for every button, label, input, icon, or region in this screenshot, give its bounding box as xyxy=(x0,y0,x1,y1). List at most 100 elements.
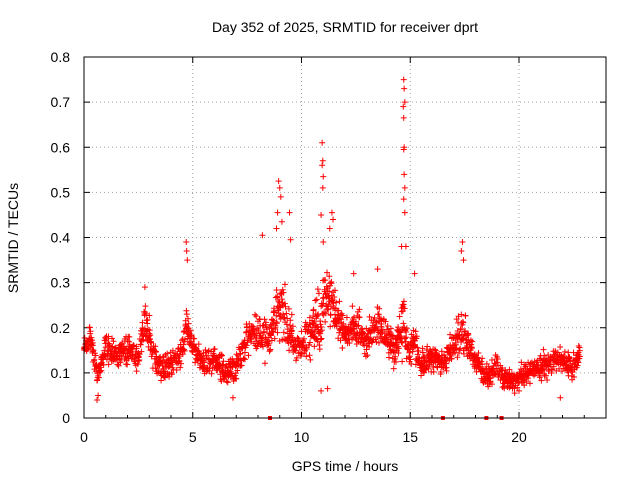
data-point xyxy=(126,333,133,340)
data-point xyxy=(90,347,97,354)
data-point xyxy=(111,345,118,352)
data-point xyxy=(400,76,407,83)
data-point xyxy=(324,385,331,392)
data-point xyxy=(339,345,346,352)
data-point xyxy=(143,310,150,317)
data-point xyxy=(253,313,260,320)
data-point xyxy=(271,309,278,316)
data-point xyxy=(317,321,324,328)
data-point xyxy=(314,312,321,319)
data-point xyxy=(395,345,402,352)
y-tick-label: 0.1 xyxy=(51,365,71,381)
data-point xyxy=(280,329,287,336)
data-point xyxy=(262,319,269,326)
data-point xyxy=(516,387,522,394)
data-point xyxy=(359,326,366,333)
data-point xyxy=(289,323,296,330)
data-point xyxy=(92,352,99,359)
data-point xyxy=(288,311,295,318)
data-point xyxy=(403,334,410,341)
data-point xyxy=(285,305,292,312)
data-point xyxy=(81,334,88,341)
data-point xyxy=(460,319,467,326)
data-point xyxy=(203,352,210,359)
data-point xyxy=(281,300,288,307)
data-point xyxy=(400,196,407,203)
data-point xyxy=(152,343,159,350)
data-point xyxy=(521,382,528,389)
data-point xyxy=(315,290,322,297)
data-point xyxy=(311,343,318,350)
x-axis-label: GPS time / hours xyxy=(292,458,399,474)
data-point xyxy=(403,325,410,332)
data-point xyxy=(86,324,93,331)
data-point xyxy=(359,329,366,336)
data-point xyxy=(223,362,230,369)
data-point xyxy=(401,85,408,92)
data-point xyxy=(399,339,406,346)
data-point xyxy=(159,362,166,369)
data-point xyxy=(94,396,101,403)
data-point xyxy=(446,349,453,356)
data-point xyxy=(147,332,154,339)
data-point xyxy=(362,353,369,360)
y-tick-label: 0.5 xyxy=(51,184,71,200)
data-point xyxy=(403,329,410,336)
data-point xyxy=(401,209,408,216)
data-point xyxy=(468,341,475,348)
data-point xyxy=(538,377,545,384)
data-point xyxy=(208,370,215,377)
data-point xyxy=(124,361,131,368)
data-point xyxy=(352,318,359,325)
data-point xyxy=(458,311,465,318)
data-point xyxy=(91,357,98,364)
data-point xyxy=(202,349,209,356)
data-point xyxy=(318,387,325,394)
data-point xyxy=(146,312,153,319)
data-point xyxy=(191,335,198,342)
data-point xyxy=(276,184,283,191)
data-point xyxy=(130,342,137,349)
data-point xyxy=(277,193,284,200)
data-point xyxy=(311,327,318,334)
data-point xyxy=(147,338,154,345)
data-point xyxy=(575,359,582,366)
data-point xyxy=(316,329,323,336)
data-point xyxy=(328,209,335,216)
data-point xyxy=(281,281,288,288)
data-point xyxy=(248,336,255,343)
data-point xyxy=(366,343,373,350)
data-point xyxy=(327,323,334,330)
data-point xyxy=(98,367,105,374)
data-point xyxy=(414,344,421,351)
data-point xyxy=(274,293,281,300)
data-point xyxy=(258,335,265,342)
data-point xyxy=(218,352,225,359)
data-point xyxy=(504,369,511,376)
data-point xyxy=(331,287,338,294)
data-point xyxy=(336,298,343,305)
data-point xyxy=(109,335,116,342)
data-point xyxy=(87,328,94,335)
data-point xyxy=(523,378,530,385)
data-point xyxy=(406,353,413,360)
data-point xyxy=(314,286,321,293)
data-point xyxy=(460,257,467,264)
data-point xyxy=(322,318,329,325)
data-point xyxy=(333,299,340,306)
data-point xyxy=(313,296,320,303)
data-point xyxy=(292,347,299,354)
data-point xyxy=(392,353,399,360)
data-point xyxy=(343,314,350,321)
data-point xyxy=(576,347,583,354)
data-point xyxy=(276,338,283,345)
data-point xyxy=(326,273,333,280)
data-point xyxy=(364,352,371,359)
data-point xyxy=(488,357,495,364)
x-tick-label: 20 xyxy=(511,429,527,445)
data-point xyxy=(319,157,326,164)
data-point xyxy=(274,329,281,336)
data-point xyxy=(475,350,482,357)
data-point xyxy=(251,311,258,318)
data-point xyxy=(424,343,431,350)
